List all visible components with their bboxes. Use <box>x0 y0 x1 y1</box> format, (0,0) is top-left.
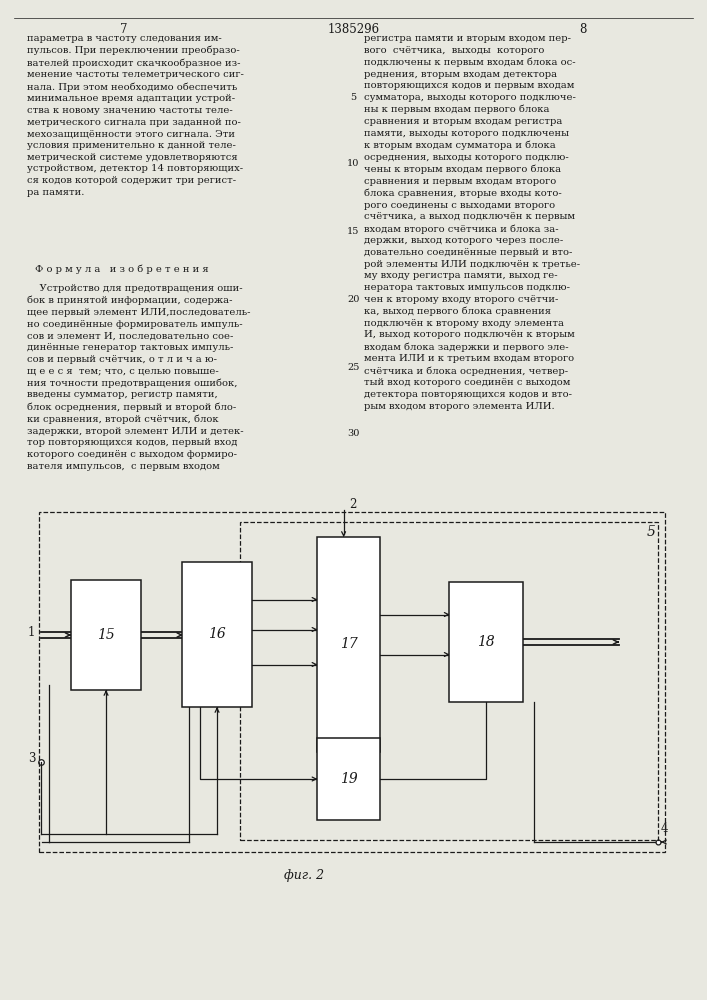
Text: 20: 20 <box>347 296 360 304</box>
Text: 10: 10 <box>347 159 360 168</box>
Text: 3: 3 <box>28 752 36 766</box>
Text: 15: 15 <box>347 227 360 235</box>
Text: 4: 4 <box>661 822 669 836</box>
Text: 8: 8 <box>580 23 587 36</box>
Text: 17: 17 <box>339 638 358 652</box>
Text: параметра в частоту следования им-
пульсов. При переключении преобразо-
вателей : параметра в частоту следования им- пульс… <box>27 34 244 197</box>
Text: 16: 16 <box>208 628 226 642</box>
Text: 19: 19 <box>339 772 358 786</box>
Text: 18: 18 <box>477 635 495 649</box>
Text: фиг. 2: фиг. 2 <box>284 868 324 882</box>
Text: регистра памяти и вторым входом пер-
вого  счётчика,  выходы  которого
подключен: регистра памяти и вторым входом пер- вог… <box>364 34 580 411</box>
Text: Устройство для предотвращения оши-
бок в принятой информации, содержа-
щее первы: Устройство для предотвращения оши- бок в… <box>27 284 250 471</box>
Text: 2: 2 <box>349 498 356 512</box>
Text: 1: 1 <box>28 626 35 639</box>
Text: 1385296: 1385296 <box>327 23 380 36</box>
Text: 7: 7 <box>120 23 127 36</box>
Text: 30: 30 <box>347 430 360 438</box>
Text: 25: 25 <box>347 362 360 371</box>
Text: 5: 5 <box>647 525 656 539</box>
Text: 15: 15 <box>97 628 115 642</box>
Text: Ф о р м у л а   и з о б р е т е н и я: Ф о р м у л а и з о б р е т е н и я <box>35 265 209 274</box>
Text: 5: 5 <box>351 93 356 102</box>
